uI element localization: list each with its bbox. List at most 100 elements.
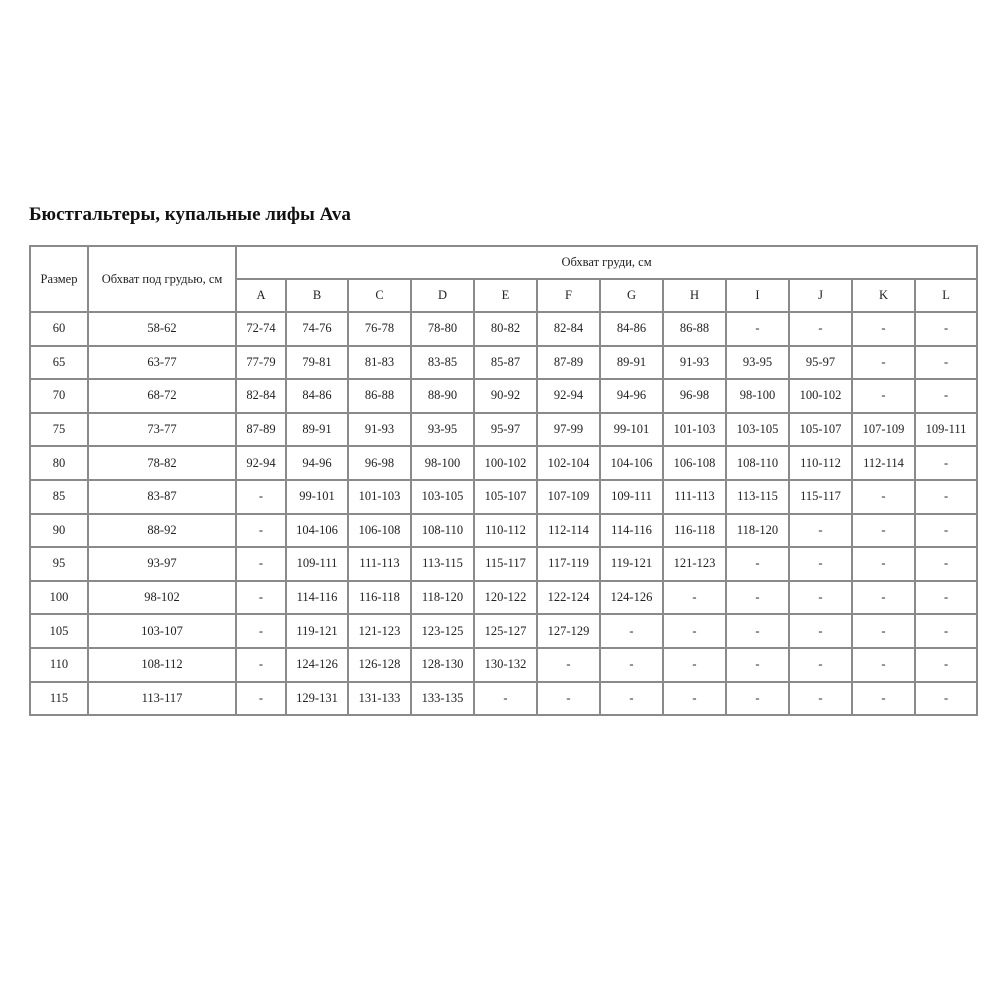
underbust-cell: 113-117 [87, 680, 237, 717]
bust-cell-j: 105-107 [788, 411, 853, 448]
bust-cell-l: - [913, 613, 979, 649]
bust-cell-b: 74-76 [285, 311, 349, 347]
bust-cell-a: 72-74 [235, 311, 287, 347]
bust-cell-k: 112-114 [851, 445, 916, 481]
table-row: 80 78-82 92-94 94-96 96-98 98-100 100-102 102-1… [29, 445, 979, 481]
bust-cell-e: 80-82 [473, 311, 538, 347]
bust-cell-g: - [599, 646, 664, 683]
bust-cell-k: - [851, 646, 916, 683]
bust-cell-i: - [725, 680, 790, 717]
table-row: 70 68-72 82-84 84-86 86-88 88-90 90-92 92-94 94-… [29, 378, 979, 414]
size-cell: 105 [29, 613, 89, 649]
bust-cell-i: 103-105 [725, 411, 790, 448]
size-chart-table: Размер Обхват под грудью, см Обхват груд… [29, 245, 979, 717]
bust-cell-k: - [851, 512, 916, 549]
underbust-cell: 63-77 [87, 344, 237, 381]
bust-cell-d: 98-100 [410, 445, 475, 481]
bust-cell-e: 90-92 [473, 378, 538, 414]
bust-cell-e: 105-107 [473, 478, 538, 515]
bust-cell-f: 122-124 [536, 579, 601, 616]
table-row: 110 108-112-124-126 126-128 128-130 130-132-… [29, 646, 979, 683]
size-cell: 65 [29, 344, 89, 381]
size-cell: 85 [29, 478, 89, 515]
bust-cell-d: 88-90 [410, 378, 475, 414]
page-title: Бюстгальтеры, купальные лифы Ava [29, 204, 351, 225]
bust-cell-j: - [788, 311, 853, 347]
table-row: 105 103-107-119-121 121-123 123-125 125-127 1… [29, 613, 979, 649]
bust-cell-l: - [913, 646, 979, 683]
bust-cell-c: 96-98 [347, 445, 412, 481]
bust-cell-c: 86-88 [347, 378, 412, 414]
bust-cell-e: 115-117 [473, 546, 538, 582]
bust-cell-f: 97-99 [536, 411, 601, 448]
bust-cell-b: 129-131 [285, 680, 349, 717]
header-cup-a: A [235, 278, 287, 313]
header-cup-b: B [285, 278, 349, 313]
bust-cell-e: 130-132 [473, 646, 538, 683]
bust-cell-c: 111-113 [347, 546, 412, 582]
bust-cell-h: - [662, 579, 727, 616]
size-cell: 90 [29, 512, 89, 549]
bust-cell-f: 87-89 [536, 344, 601, 381]
bust-cell-i: 113-115 [725, 478, 790, 515]
bust-cell-g: 119-121 [599, 546, 664, 582]
header-cup-c: C [347, 278, 412, 313]
bust-cell-a: 77-79 [235, 344, 287, 381]
bust-cell-l: - [913, 311, 979, 347]
bust-cell-b: 104-106 [285, 512, 349, 549]
header-underbust: Обхват под грудью, см [87, 245, 237, 313]
bust-cell-i: 108-110 [725, 445, 790, 481]
bust-cell-f: 127-129 [536, 613, 601, 649]
bust-cell-h: 86-88 [662, 311, 727, 347]
bust-cell-c: 106-108 [347, 512, 412, 549]
bust-cell-j: 110-112 [788, 445, 853, 481]
table-row: 90 88-92-104-106 106-108 108-110 110-112 112-… [29, 512, 979, 549]
bust-cell-k: - [851, 378, 916, 414]
bust-cell-g: - [599, 680, 664, 717]
bust-cell-j: 100-102 [788, 378, 853, 414]
header-bust: Обхват груди, см [234, 245, 979, 280]
bust-cell-j: - [788, 680, 853, 717]
bust-cell-d: 113-115 [410, 546, 475, 582]
bust-cell-a: 82-84 [235, 378, 287, 414]
table-row: 75 73-77 87-89 89-91 91-93 93-95 95-97 97-99 99-… [29, 411, 979, 448]
bust-cell-b: 89-91 [285, 411, 349, 448]
bust-cell-l: 109-111 [913, 411, 979, 448]
size-cell: 115 [29, 680, 89, 717]
bust-cell-f: 92-94 [536, 378, 601, 414]
bust-cell-l: - [913, 546, 979, 582]
size-cell: 100 [29, 579, 89, 616]
size-cell: 80 [29, 445, 89, 481]
bust-cell-f: - [536, 646, 601, 683]
header-cup-f: F [536, 278, 601, 313]
underbust-cell: 78-82 [87, 445, 237, 481]
bust-cell-h: - [662, 646, 727, 683]
bust-cell-i: - [725, 646, 790, 683]
bust-cell-b: 79-81 [285, 344, 349, 381]
bust-cell-d: 128-130 [410, 646, 475, 683]
bust-cell-a: - [235, 546, 287, 582]
bust-cell-e: 125-127 [473, 613, 538, 649]
bust-cell-l: - [913, 378, 979, 414]
bust-cell-d: 108-110 [410, 512, 475, 549]
bust-cell-c: 101-103 [347, 478, 412, 515]
bust-cell-c: 116-118 [347, 579, 412, 616]
underbust-cell: 98-102 [87, 579, 237, 616]
size-cell: 110 [29, 646, 89, 683]
bust-cell-h: - [662, 680, 727, 717]
bust-cell-l: - [913, 445, 979, 481]
bust-cell-a: - [235, 613, 287, 649]
bust-cell-c: 126-128 [347, 646, 412, 683]
bust-cell-d: 118-120 [410, 579, 475, 616]
bust-cell-h: 91-93 [662, 344, 727, 381]
bust-cell-e: 95-97 [473, 411, 538, 448]
bust-cell-d: 93-95 [410, 411, 475, 448]
bust-cell-g: - [599, 613, 664, 649]
table-row: 65 63-77 77-79 79-81 81-83 83-85 85-87 87-89 89-… [29, 344, 979, 381]
bust-cell-a: - [235, 579, 287, 616]
size-cell: 75 [29, 411, 89, 448]
bust-cell-a: 92-94 [235, 445, 287, 481]
bust-cell-g: 89-91 [599, 344, 664, 381]
bust-cell-g: 124-126 [599, 579, 664, 616]
